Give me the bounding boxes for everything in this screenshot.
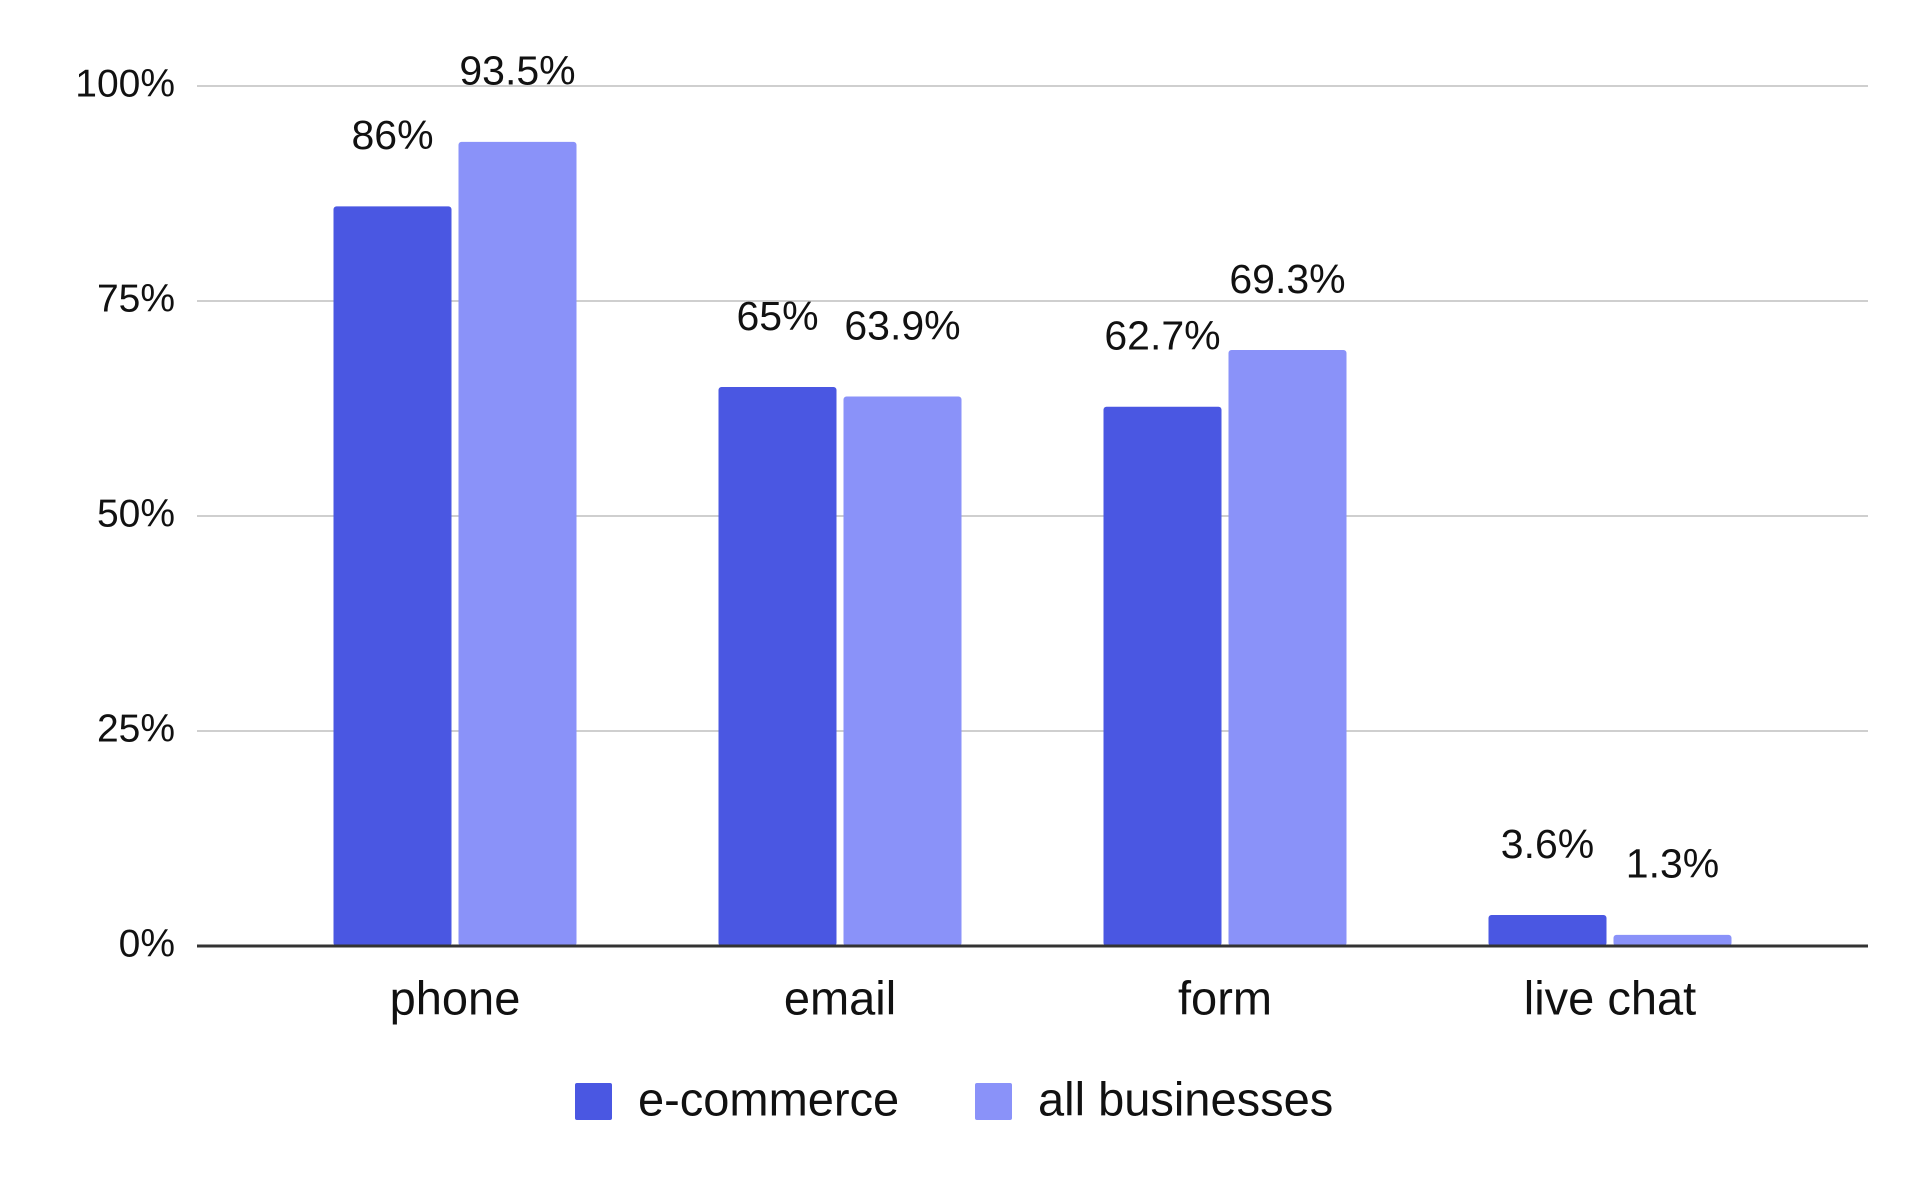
bar [333,206,452,946]
x-tick-label: email [784,971,896,1024]
legend-swatch [975,1083,1012,1120]
legend-label: e-commerce [638,1072,899,1125]
y-tick-label: 25% [97,707,175,750]
bar [1613,934,1732,946]
x-tick-label: form [1178,971,1272,1024]
bar [843,396,962,947]
y-tick-label: 50% [97,492,175,535]
value-label: 1.3% [1626,841,1719,887]
legend-swatch [575,1083,612,1120]
y-tick-label: 0% [119,922,175,965]
bar [1228,350,1347,946]
legend-label: all businesses [1038,1072,1333,1125]
y-tick-label: 100% [75,62,175,105]
value-label: 65% [736,293,818,339]
value-label: 63.9% [844,302,960,348]
value-label: 3.6% [1501,821,1594,867]
value-label: 62.7% [1104,313,1220,359]
value-label: 86% [351,112,433,158]
x-tick-label: live chat [1524,971,1696,1024]
x-tick-label: phone [390,971,521,1024]
bar [718,387,837,946]
bar [458,141,577,946]
bar [1488,915,1607,946]
value-label: 93.5% [459,48,575,94]
bar [1103,406,1222,946]
y-tick-label: 75% [97,277,175,320]
value-label: 69.3% [1229,256,1345,302]
